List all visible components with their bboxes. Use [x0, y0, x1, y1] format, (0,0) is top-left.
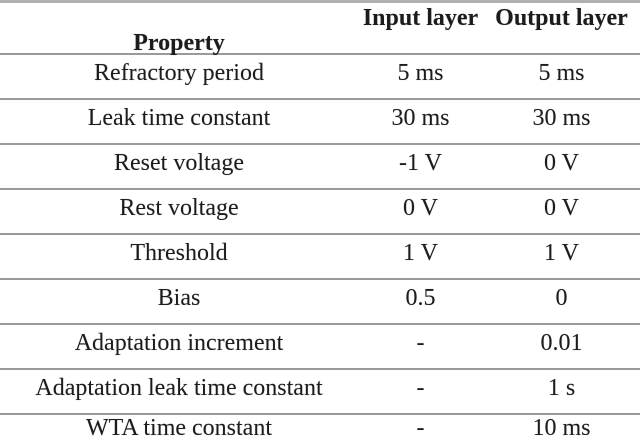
property-cell: Adaptation increment — [0, 325, 358, 370]
header-property: Property — [0, 3, 358, 57]
property-cell: Threshold — [0, 235, 358, 280]
header-property-label: Property — [133, 30, 225, 57]
input-layer-value: 1 V — [358, 235, 483, 280]
output-layer-value: 30 ms — [483, 100, 640, 145]
input-layer-value: - — [416, 415, 425, 442]
input-layer-value: - — [358, 370, 483, 415]
output-layer-value: 10 ms — [532, 415, 591, 442]
header-output-layer-label: Output layer — [495, 5, 628, 31]
output-layer-value: 0.01 — [483, 325, 640, 370]
table-row: WTA time constant - 10 ms — [0, 415, 640, 442]
table-row: Adaptation leak time constant - 1 s — [0, 370, 640, 415]
property-cell: Reset voltage — [0, 145, 358, 190]
input-layer-value: - — [358, 325, 483, 370]
table-row: Reset voltage -1 V 0 V — [0, 145, 640, 190]
header-input-layer: Input layer — [358, 3, 483, 55]
property-cell: Adaptation leak time constant — [0, 370, 358, 415]
property-cell: Leak time constant — [0, 100, 358, 145]
table-row: Leak time constant 30 ms 30 ms — [0, 100, 640, 145]
input-layer-value: 30 ms — [358, 100, 483, 145]
output-layer-value: 0 V — [483, 145, 640, 190]
property-cell: Bias — [0, 280, 358, 325]
output-layer-value: 1 V — [483, 235, 640, 280]
input-layer-value: -1 V — [358, 145, 483, 190]
property-cell: Refractory period — [0, 55, 358, 100]
property-cell: WTA time constant — [85, 415, 273, 442]
input-layer-value: 5 ms — [358, 55, 483, 100]
header-row: Property Input layer Output layer — [0, 3, 640, 57]
table-row: Bias 0.5 0 — [0, 280, 640, 325]
table-row: Adaptation increment - 0.01 — [0, 325, 640, 370]
property-cell: Rest voltage — [0, 190, 358, 235]
output-layer-value: 5 ms — [483, 55, 640, 100]
table-row: Threshold 1 V 1 V — [0, 235, 640, 280]
header-output-layer: Output layer — [483, 3, 640, 55]
input-layer-value: 0.5 — [358, 280, 483, 325]
output-layer-value: 0 V — [483, 190, 640, 235]
output-layer-value: 0 — [483, 280, 640, 325]
header-input-layer-label: Input layer — [362, 5, 479, 31]
table-row: Rest voltage 0 V 0 V — [0, 190, 640, 235]
input-layer-value: 0 V — [358, 190, 483, 235]
table-row: Refractory period 5 ms 5 ms — [0, 55, 640, 100]
output-layer-value: 1 s — [483, 370, 640, 415]
